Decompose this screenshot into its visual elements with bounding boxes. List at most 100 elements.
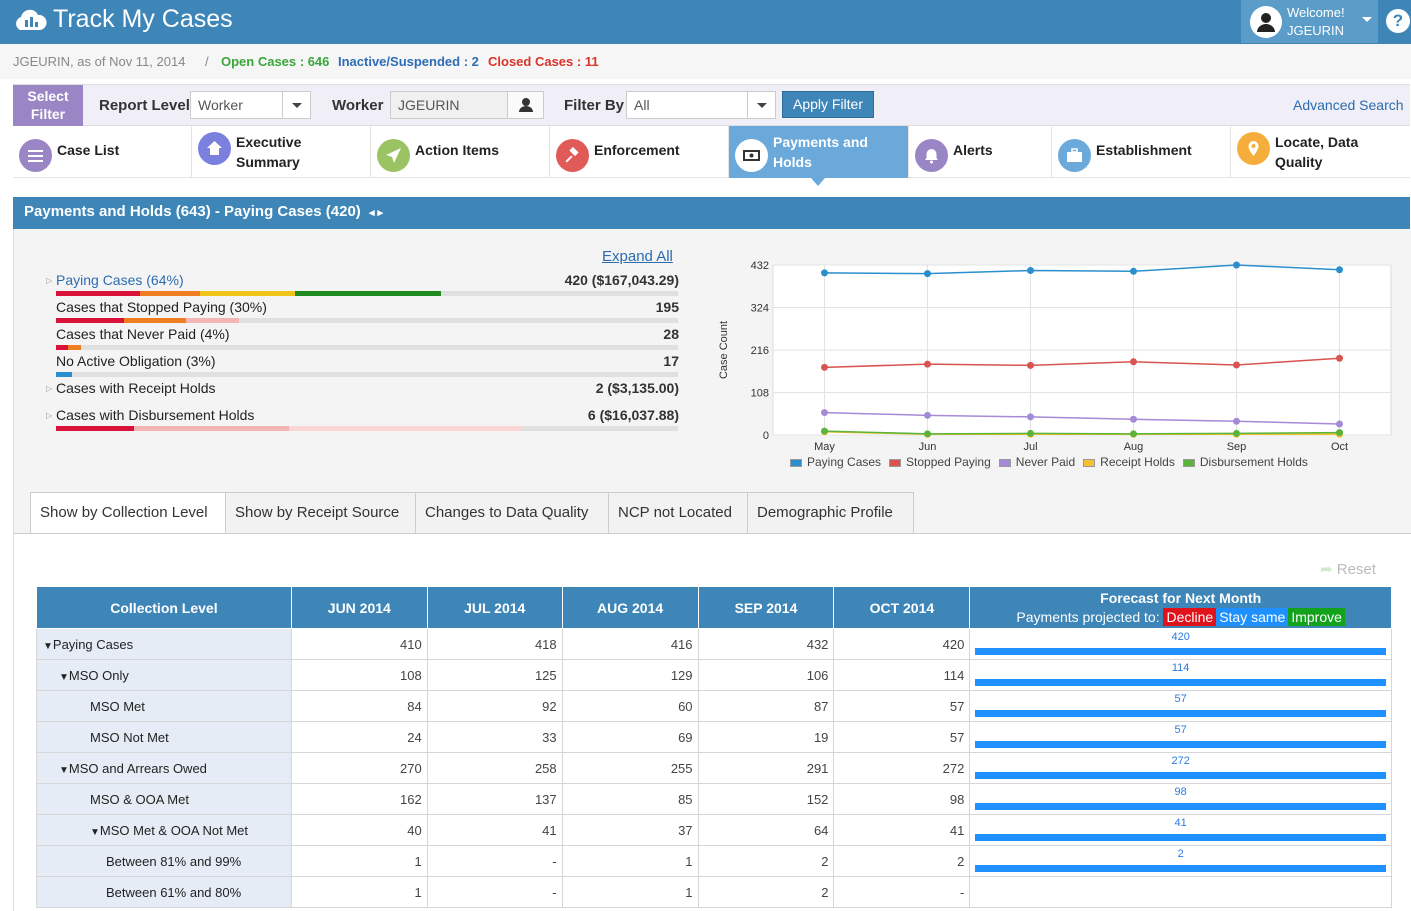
table-row[interactable]: ▼MSO Only 108 125 129 106 114 114 [36, 659, 1392, 691]
month-value-cell[interactable]: 64 [697, 814, 835, 846]
report-level-select[interactable]: Worker [190, 91, 311, 119]
expand-triangle-icon[interactable]: ▼ [43, 640, 53, 652]
table-row[interactable]: ▼MSO Met & OOA Not Met 40 41 37 64 41 41 [36, 814, 1392, 846]
month-value-cell[interactable]: 85 [561, 783, 699, 815]
table-row[interactable]: Between 61% and 80% 1-1 2- [36, 876, 1392, 908]
month-value-cell[interactable]: - [426, 876, 563, 908]
summary-label[interactable]: No Active Obligation (3%) [56, 353, 216, 369]
collection-level-cell[interactable]: Between 61% and 80% [36, 876, 292, 908]
month-value-cell[interactable]: 57 [833, 721, 971, 753]
nav-case-list[interactable]: Case List [13, 126, 192, 178]
summary-row[interactable]: No Active Obligation (3%) 17 [46, 353, 679, 379]
apply-filter-button[interactable]: Apply Filter [782, 91, 874, 118]
summary-label[interactable]: Cases that Never Paid (4%) [56, 326, 230, 342]
month-value-cell[interactable]: 1 [290, 845, 428, 877]
summary-label[interactable]: Paying Cases (64%) [56, 272, 184, 288]
table-row[interactable]: MSO & OOA Met 162 137 85 152 98 98 [36, 783, 1392, 815]
inactive-cases-count[interactable]: Inactive/Suspended : 2 [338, 54, 479, 69]
month-value-cell[interactable]: 69 [561, 721, 699, 753]
table-row[interactable]: Between 81% and 99% 1-1 2 2 2 [36, 845, 1392, 877]
tab-collection-level[interactable]: Show by Collection Level [30, 492, 226, 534]
summary-label[interactable]: Cases that Stopped Paying (30%) [56, 299, 267, 315]
open-cases-count[interactable]: Open Cases : 646 [221, 54, 330, 69]
month-value-cell[interactable]: 41 [426, 814, 563, 846]
nav-alerts[interactable]: Alerts [909, 126, 1052, 178]
table-row[interactable]: ▼Paying Cases 410 418 416 432 420 420 [36, 628, 1392, 660]
expand-all-link[interactable]: Expand All [602, 248, 673, 265]
legend-item[interactable]: Paying Cases [790, 455, 881, 469]
nav-executive-summary[interactable]: Executive Summary [192, 126, 371, 178]
summary-row[interactable]: ▷ Cases with Disbursement Holds 6 ($16,0… [46, 407, 679, 433]
nav-locate-data-quality[interactable]: Locate, Data Quality [1231, 126, 1410, 178]
summary-row[interactable]: Cases that Stopped Paying (30%) 195 [46, 299, 679, 325]
col-header-level[interactable]: Collection Level [36, 586, 292, 629]
month-value-cell[interactable]: 92 [426, 690, 563, 722]
table-row[interactable]: ▼MSO and Arrears Owed 270 258 255 291 272 272 [36, 752, 1392, 784]
month-value-cell[interactable]: 60 [561, 690, 699, 722]
month-value-cell[interactable]: 1 [561, 845, 699, 877]
tab-data-quality[interactable]: Changes to Data Quality [415, 492, 609, 534]
summary-label[interactable]: Cases with Receipt Holds [56, 380, 216, 396]
person-icon[interactable] [507, 92, 543, 118]
month-value-cell[interactable]: - [426, 845, 563, 877]
month-value-cell[interactable]: 106 [697, 659, 835, 691]
month-value-cell[interactable]: 410 [290, 628, 428, 660]
legend-item[interactable]: Stopped Paying [889, 455, 991, 469]
expand-triangle-icon[interactable]: ▼ [90, 826, 100, 838]
forecast-value[interactable]: 57 [1174, 693, 1187, 705]
month-value-cell[interactable]: 258 [426, 752, 563, 784]
expand-triangle-icon[interactable]: ▼ [59, 671, 69, 683]
nav-establishment[interactable]: Establishment [1052, 126, 1231, 178]
month-value-cell[interactable]: 152 [697, 783, 835, 815]
legend-item[interactable]: Disbursement Holds [1182, 455, 1308, 469]
advanced-search-link[interactable]: Advanced Search [1293, 97, 1404, 113]
month-value-cell[interactable]: 98 [833, 783, 971, 815]
summary-row[interactable]: ▷ Paying Cases (64%) 420 ($167,043.29) [46, 272, 679, 298]
month-value-cell[interactable]: 2 [697, 876, 835, 908]
col-header-month[interactable]: OCT 2014 [833, 586, 971, 629]
pager-arrows-icon[interactable]: ◂ ▸ [368, 207, 384, 219]
col-header-month[interactable]: SEP 2014 [697, 586, 835, 629]
legend-item[interactable]: Never Paid [998, 455, 1075, 469]
month-value-cell[interactable]: 33 [426, 721, 563, 753]
collection-level-cell[interactable]: MSO Met [36, 690, 292, 722]
collection-level-cell[interactable]: MSO & OOA Met [36, 783, 292, 815]
worker-field[interactable]: JGEURIN [390, 91, 544, 119]
summary-label[interactable]: Cases with Disbursement Holds [56, 407, 255, 423]
forecast-value[interactable]: 114 [1171, 662, 1190, 674]
month-value-cell[interactable]: 125 [426, 659, 563, 691]
forecast-value[interactable]: 2 [1177, 848, 1184, 860]
collection-level-cell[interactable]: ▼MSO Met & OOA Not Met [36, 814, 292, 846]
month-value-cell[interactable]: 137 [426, 783, 563, 815]
month-value-cell[interactable]: 270 [290, 752, 428, 784]
month-value-cell[interactable]: 418 [426, 628, 563, 660]
month-value-cell[interactable]: 57 [833, 690, 971, 722]
month-value-cell[interactable]: 2 [833, 845, 971, 877]
collection-level-cell[interactable]: ▼Paying Cases [36, 628, 292, 660]
tab-receipt-source[interactable]: Show by Receipt Source [225, 492, 416, 534]
month-value-cell[interactable]: 291 [697, 752, 835, 784]
forecast-value[interactable]: 41 [1174, 817, 1187, 829]
forecast-value[interactable]: 420 [1171, 631, 1190, 643]
expand-triangle-icon[interactable]: ▼ [59, 764, 69, 776]
month-value-cell[interactable]: 2 [697, 845, 835, 877]
nav-enforcement[interactable]: Enforcement [550, 126, 729, 178]
summary-row[interactable]: ▷ Cases with Receipt Holds 2 ($3,135.00) [46, 380, 679, 406]
month-value-cell[interactable]: 420 [833, 628, 971, 660]
month-value-cell[interactable]: 1 [561, 876, 699, 908]
forecast-value[interactable]: 272 [1171, 755, 1190, 767]
month-value-cell[interactable]: 37 [561, 814, 699, 846]
month-value-cell[interactable]: 87 [697, 690, 835, 722]
help-icon[interactable]: ? [1386, 9, 1410, 33]
collection-level-cell[interactable]: ▼MSO and Arrears Owed [36, 752, 292, 784]
month-value-cell[interactable]: 272 [833, 752, 971, 784]
nav-action-items[interactable]: Action Items [371, 126, 550, 178]
forecast-value[interactable]: 57 [1174, 724, 1187, 736]
col-header-month[interactable]: JUN 2014 [290, 586, 428, 629]
month-value-cell[interactable]: 24 [290, 721, 428, 753]
col-header-month[interactable]: JUL 2014 [426, 586, 563, 629]
user-menu[interactable]: Welcome! JGEURIN [1241, 0, 1378, 43]
month-value-cell[interactable]: 129 [561, 659, 699, 691]
table-row[interactable]: MSO Not Met 24 33 69 19 57 57 [36, 721, 1392, 753]
select-filter-button[interactable]: Select Filter [13, 85, 83, 126]
